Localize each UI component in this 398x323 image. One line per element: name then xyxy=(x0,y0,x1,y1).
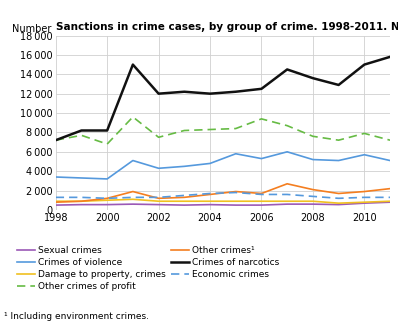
Legend: Sexual crimes, Crimes of violence, Damage to property, crimes, Other crimes of p: Sexual crimes, Crimes of violence, Damag… xyxy=(17,246,280,291)
Text: Sanctions in crime cases, by group of crime. 1998-2011. Number: Sanctions in crime cases, by group of cr… xyxy=(56,22,398,32)
Text: Number: Number xyxy=(12,24,52,34)
Text: ¹ Including environment crimes.: ¹ Including environment crimes. xyxy=(4,312,149,321)
